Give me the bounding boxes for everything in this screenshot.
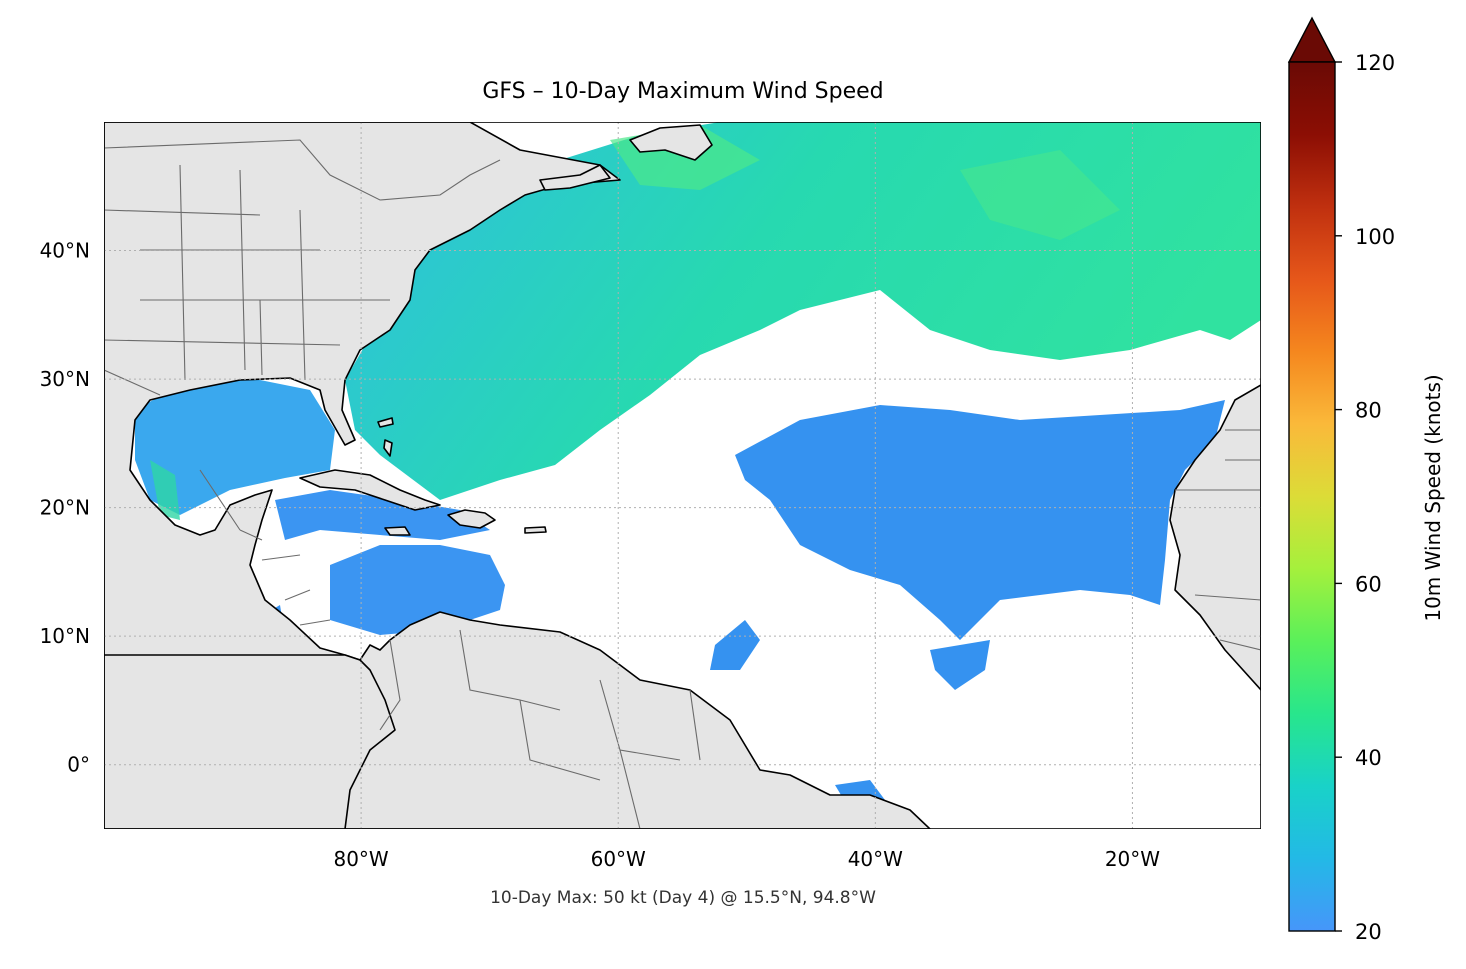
latitude-tick-labels: 40°N 30°N 20°N 10°N 0° <box>40 239 90 777</box>
wind-field-patch-b <box>930 640 990 690</box>
border-us-states-a <box>140 164 390 381</box>
lon-tick-label: 20°W <box>1105 847 1160 871</box>
lat-tick-label: 30°N <box>40 367 90 391</box>
colorbar: 20 40 60 80 100 120 10m Wind Speed (knots) <box>1287 16 1445 944</box>
lon-tick-label: 40°W <box>848 847 903 871</box>
lat-tick-label: 0° <box>67 753 90 777</box>
lat-tick-label: 20°N <box>40 496 90 520</box>
land-cuba <box>299 469 441 511</box>
wind-field-gulf <box>135 378 335 515</box>
colorbar-tick-label: 80 <box>1355 399 1382 423</box>
colorbar-tick-label: 100 <box>1355 225 1395 249</box>
land-hispaniola <box>447 509 496 529</box>
colorbar-gradient <box>1288 61 1336 932</box>
land-jamaica <box>384 526 411 536</box>
country-borders <box>104 139 1261 829</box>
wind-field-patch-a <box>710 620 760 670</box>
border-central-america <box>261 554 331 626</box>
land-south-america-fill <box>104 654 396 829</box>
border-south-america <box>379 629 701 829</box>
wind-field-caribbean-north <box>275 490 490 540</box>
lat-tick-label: 40°N <box>40 239 90 263</box>
colorbar-tick-label: 60 <box>1355 572 1382 596</box>
wind-field-east-atlantic <box>735 400 1225 640</box>
land-north-america <box>104 122 931 829</box>
border-mexico <box>104 369 263 541</box>
wind-field-caribbean <box>330 545 505 635</box>
land-masses <box>104 122 1261 829</box>
wind-field-strong-patch-2 <box>960 150 1120 240</box>
colorbar-tick-label: 40 <box>1355 746 1382 770</box>
border-africa <box>1175 429 1261 651</box>
land-newfoundland <box>629 124 713 161</box>
lon-tick-label: 80°W <box>333 847 388 871</box>
border-us-states-b <box>104 209 341 376</box>
map-panel <box>104 122 1261 829</box>
border-us-canada <box>104 139 501 201</box>
land-puerto-rico <box>524 526 547 534</box>
longitude-tick-labels: 80°W 60°W 40°W 20°W <box>333 847 1160 871</box>
chart-title: GFS – 10-Day Maximum Wind Speed <box>482 79 883 104</box>
wind-field-gulf-jet <box>150 460 180 520</box>
land-bahamas <box>377 417 394 457</box>
footer-max-wind-note: 10-Day Max: 50 kt (Day 4) @ 15.5°N, 94.8… <box>490 888 876 908</box>
colorbar-ticks: 20 40 60 80 100 120 <box>1335 51 1395 944</box>
colorbar-tick-label: 120 <box>1355 51 1395 75</box>
land-africa <box>1169 384 1261 691</box>
colorbar-extend-triangle <box>1287 16 1337 63</box>
lon-tick-label: 60°W <box>591 847 646 871</box>
lat-tick-label: 10°N <box>40 624 90 648</box>
land-nova-scotia <box>539 164 611 191</box>
colorbar-tick-label: 20 <box>1355 920 1382 944</box>
colorbar-label: 10m Wind Speed (knots) <box>1421 374 1445 621</box>
